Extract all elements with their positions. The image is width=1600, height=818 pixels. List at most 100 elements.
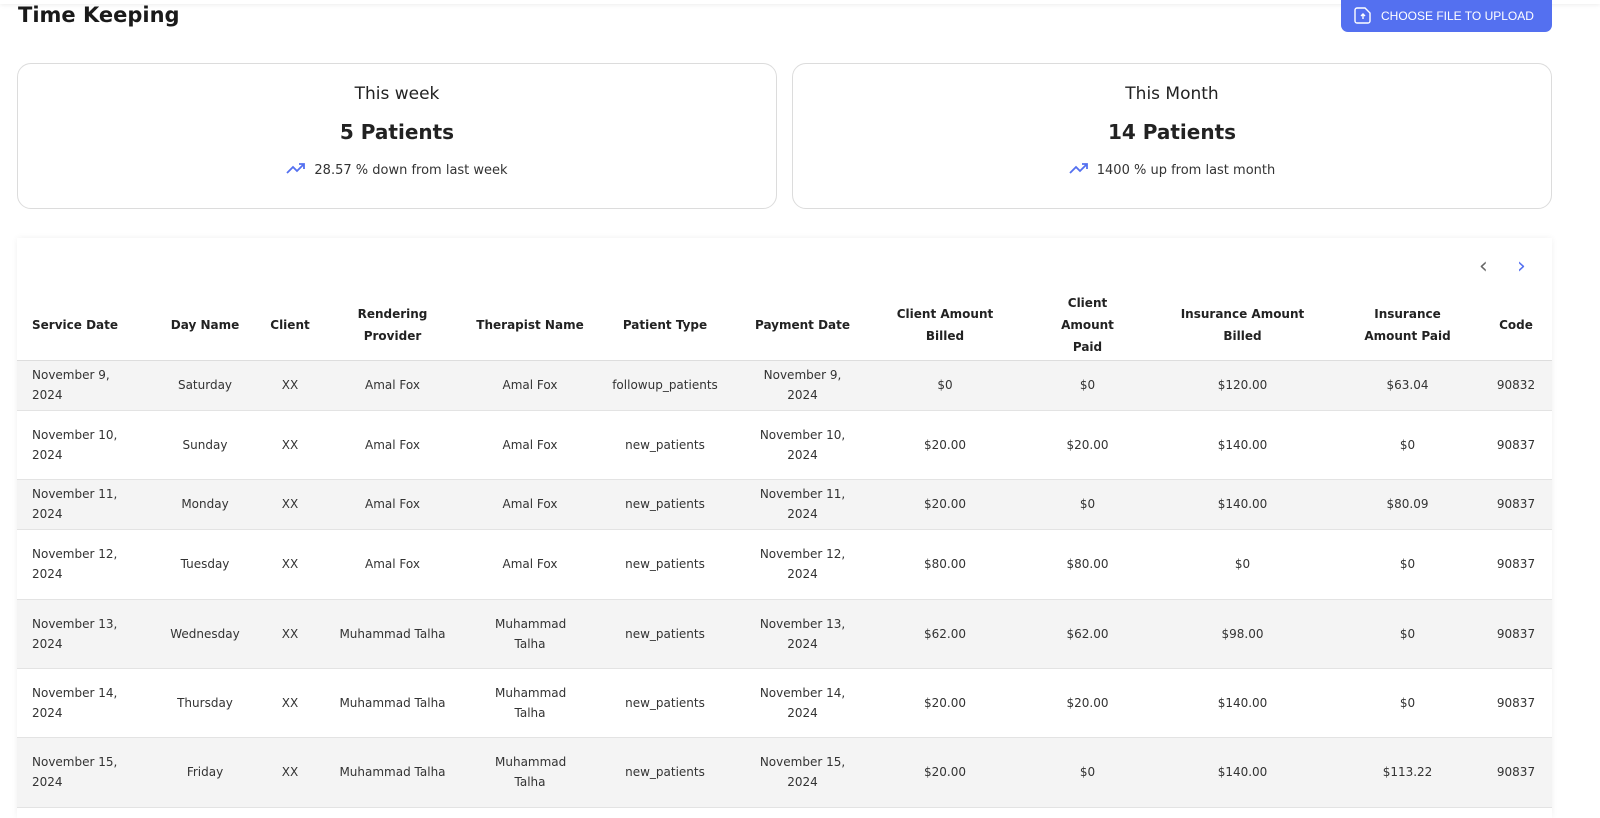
table-cell: $20.00 [1025,668,1150,738]
table-cell: new_patients [590,737,740,808]
table-cell: November 12, 2024 [17,529,145,600]
table-cell: Amal Fox [470,529,590,600]
table-cell: November 14, 2024 [17,668,145,738]
table-cell: XX [265,737,315,808]
table-cell: XX [265,529,315,600]
upload-file-icon [1353,5,1373,28]
card-label: This Month [1125,84,1219,104]
table-cell: 90837 [1480,668,1552,738]
table-cell: $0 [1025,479,1150,530]
trending-up-icon [1069,162,1089,178]
column-header: Payment Date [740,290,865,361]
table-cell: $0 [1025,737,1150,808]
table-row[interactable]: November 10, 2024 Sunday XX Amal Fox Amal Fo… [17,410,1552,480]
table-cell: Muhammad Talha [315,737,470,808]
table-cell: $113.22 [1335,737,1480,808]
table-cell: $20.00 [865,479,1025,530]
table-cell: $63.04 [1335,360,1480,411]
table-cell: Amal Fox [470,479,590,530]
table-cell: Amal Fox [315,410,470,480]
table-cell: $20.00 [865,737,1025,808]
table-cell: November 9, 2024 [740,360,865,411]
table-cell: $140.00 [1150,479,1335,530]
this-week-card: This week 5 Patients 28.57 % down from l… [17,63,777,209]
time-keeping-table-panel: ‹ › Service Date Day Name Client Rendering … [17,238,1552,818]
table-row[interactable]: November 11, 2024 Monday XX Amal Fox Amal Fo… [17,479,1552,530]
table-cell: November 13, 2024 [740,599,865,669]
table-cell: new_patients [590,529,740,600]
table-cell: Thursday [145,668,265,738]
page-title: Time Keeping [18,3,180,27]
table-row[interactable]: November 15, 2024 Friday XX Muhammad Talha M… [17,737,1552,808]
table-cell: November 11, 2024 [17,479,145,530]
table-cell: 90837 [1480,479,1552,530]
table-cell: November 12, 2024 [740,529,865,600]
table-cell: Muhammad Talha [315,599,470,669]
table-cell: November 10, 2024 [740,410,865,480]
table-cell: $120.00 [1150,360,1335,411]
table-cell: Amal Fox [315,360,470,411]
column-header: Client [265,290,315,361]
table-cell: $140.00 [1150,668,1335,738]
card-value: 5 Patients [339,120,455,144]
table-cell: 90837 [1480,410,1552,480]
card-value: 14 Patients [1107,120,1237,144]
time-keeping-table: Service Date Day Name Client Rendering Prov… [17,290,1552,808]
table-cell: new_patients [590,410,740,480]
card-label: This week [354,84,440,104]
table-cell: XX [265,410,315,480]
table-cell: November 14, 2024 [740,668,865,738]
table-cell: new_patients [590,668,740,738]
table-cell: $140.00 [1150,410,1335,480]
table-cell: new_patients [590,479,740,530]
table-cell: Muhammad Talha [315,668,470,738]
table-cell: Muhammad Talha [470,737,590,808]
upload-label: CHOOSE FILE TO UPLOAD [1381,9,1534,23]
table-cell: Amal Fox [315,529,470,600]
table-cell: Wednesday [145,599,265,669]
column-header: Insurance Amount Paid [1335,290,1480,361]
table-cell: November 9, 2024 [17,360,145,411]
table-cell: XX [265,599,315,669]
table-row[interactable]: November 14, 2024 Thursday XX Muhammad Talh… [17,668,1552,738]
table-row[interactable]: November 12, 2024 Tuesday XX Amal Fox Amal F… [17,529,1552,600]
table-cell: November 15, 2024 [740,737,865,808]
table-cell: Saturday [145,360,265,411]
column-header: Client Amount Billed [865,290,1025,361]
table-cell: Muhammad Talha [470,668,590,738]
column-header: Code [1480,290,1552,361]
column-header: Day Name [145,290,265,361]
table-cell: $98.00 [1150,599,1335,669]
table-cell: $80.00 [865,529,1025,600]
table-cell: $0 [1335,668,1480,738]
column-header: Service Date [17,290,145,361]
table-cell: Muhammad Talha [470,599,590,669]
table-cell: $20.00 [1025,410,1150,480]
table-cell: November 11, 2024 [740,479,865,530]
next-page-chevron-icon[interactable]: › [1517,254,1526,279]
table-cell: $140.00 [1150,737,1335,808]
table-cell: $0 [1150,529,1335,600]
table-cell: $0 [1335,599,1480,669]
card-change: 1400 % up from last month [1096,162,1276,178]
table-cell: $0 [1335,529,1480,600]
table-cell: 90832 [1480,360,1552,411]
table-cell: $20.00 [865,668,1025,738]
upload-file-button[interactable]: CHOOSE FILE TO UPLOAD [1341,0,1552,32]
column-header: Patient Type [590,290,740,361]
column-header: Rendering Provider [315,290,470,361]
table-cell: XX [265,479,315,530]
table-cell: XX [265,668,315,738]
previous-page-chevron-icon[interactable]: ‹ [1479,254,1488,279]
column-header: Insurance Amount Billed [1150,290,1335,361]
table-row[interactable]: November 9, 2024 Saturday XX Amal Fox Amal F… [17,360,1552,411]
table-cell: November 15, 2024 [17,737,145,808]
table-cell: $80.09 [1335,479,1480,530]
table-cell: new_patients [590,599,740,669]
table-row[interactable]: November 13, 2024 Wednesday XX Muhammad Tal… [17,599,1552,669]
table-cell: $0 [1025,360,1150,411]
column-header: Client Amount Paid [1025,290,1150,361]
table-cell: November 10, 2024 [17,410,145,480]
table-cell: November 13, 2024 [17,599,145,669]
table-cell: Amal Fox [470,410,590,480]
